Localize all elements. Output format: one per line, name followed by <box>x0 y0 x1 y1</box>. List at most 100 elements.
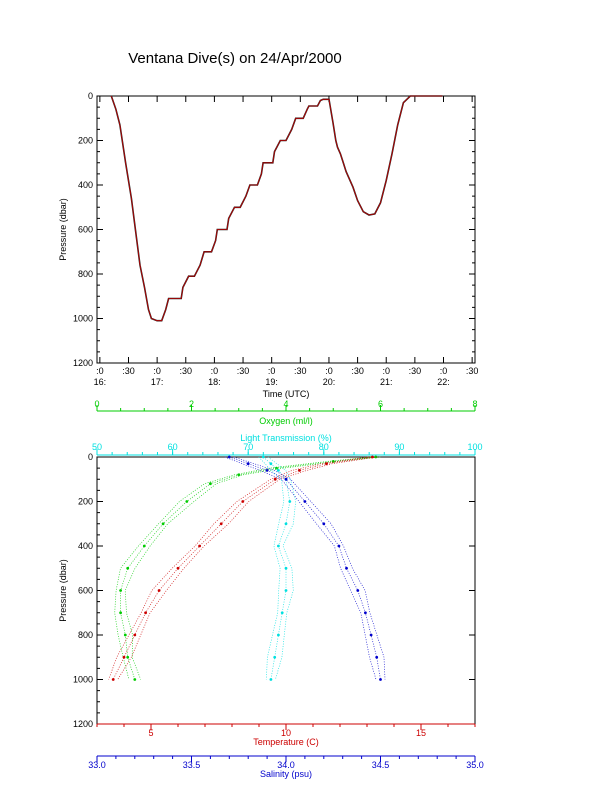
oxygen-tick-label: 4 <box>283 399 288 409</box>
salinity-profile-point <box>379 678 382 681</box>
bottom-y-tick-label: 1200 <box>73 719 93 729</box>
temperature-profile-point <box>122 655 126 659</box>
light_transmission-profile-trace <box>258 456 285 680</box>
top-x-tick-label: :0 <box>440 366 448 376</box>
oxygen-tick-label: 2 <box>189 399 194 409</box>
oxygen-axis-label: Oxygen (ml/l) <box>259 416 313 426</box>
salinity-profile-trace <box>233 456 386 680</box>
temperature-profile-point <box>157 589 161 592</box>
temperature-profile-point <box>298 469 301 472</box>
oxygen-profile-point <box>275 466 278 470</box>
light-transmission-tick-label: 50 <box>92 442 102 452</box>
light-transmission-tick-label: 70 <box>243 442 253 452</box>
pressure-time-line-red <box>110 95 443 322</box>
temperature-profile-point <box>325 462 328 466</box>
light_transmission-profile-point <box>288 500 292 503</box>
light_transmission-profile-trace <box>267 456 297 680</box>
light_transmission-profile-point <box>284 589 288 592</box>
temperature-tick-label: 15 <box>416 728 426 738</box>
top-x-tick-hour-label: 16: <box>94 377 107 387</box>
light-transmission-tick-label: 90 <box>394 442 404 452</box>
top-plot-frame <box>96 95 476 364</box>
temperature-axis-label: Temperature (C) <box>253 737 319 747</box>
salinity-tick-label: 35.0 <box>466 760 484 770</box>
salinity-profile-point <box>227 455 231 459</box>
oxygen-profile-point <box>142 544 146 548</box>
top-x-tick-label: :30 <box>351 366 364 376</box>
top-x-tick-hour-label: 22: <box>437 377 450 387</box>
salinity-profile-point <box>369 633 373 637</box>
oxygen-profile-point <box>119 589 122 592</box>
salinity-tick-label: 34.5 <box>372 760 390 770</box>
pressure-time-line <box>110 95 443 322</box>
top-x-tick-hour-label: 19: <box>265 377 278 387</box>
temperature-profile-point <box>144 611 148 615</box>
top-x-tick-hour-label: 21: <box>380 377 393 387</box>
temperature-profile-point <box>111 678 115 681</box>
salinity-profile-point <box>345 566 348 570</box>
oxygen-profile-point <box>126 566 130 570</box>
bottom-y-tick-label: 600 <box>78 586 93 596</box>
oxygen-profile-trace <box>114 456 372 680</box>
bottom-y-tick-label: 200 <box>78 497 93 507</box>
salinity-tick-label: 33.0 <box>88 760 106 770</box>
salinity-tick-label: 34.0 <box>277 760 295 770</box>
top-x-tick-hour-label: 20: <box>323 377 336 387</box>
light_transmission-profile-point <box>277 544 280 548</box>
oxygen-profile-point <box>133 678 137 681</box>
temperature-profile-trace <box>112 456 373 680</box>
salinity-profile-point <box>364 611 367 615</box>
temperature-tick-label: 10 <box>281 728 291 738</box>
light_transmission-profile-point <box>273 655 277 659</box>
salinity-profile-trace <box>224 456 377 680</box>
top-x-tick-label: :0 <box>153 366 161 376</box>
top-x-tick-label: :0 <box>325 366 333 376</box>
light_transmission-profile-point <box>284 566 288 570</box>
top-y-tick-label: 1200 <box>73 358 93 368</box>
salinity-profile-point <box>337 544 341 548</box>
top-x-tick-label: :30 <box>466 366 479 376</box>
bottom-y-axis-label: Pressure (dbar) <box>58 559 68 622</box>
temperature-profile-point <box>133 633 137 637</box>
salinity-profile-trace <box>229 456 381 680</box>
light_transmission-profile-point <box>269 462 273 466</box>
top-y-tick-label: 0 <box>88 91 93 101</box>
salinity-axis-label: Salinity (psu) <box>260 769 312 779</box>
oxygen-profile-point <box>185 500 189 503</box>
salinity-profile-point <box>284 477 288 481</box>
top-x-tick-label: :30 <box>294 366 307 376</box>
top-x-tick-label: :30 <box>409 366 422 376</box>
salinity-profile-point <box>375 655 379 659</box>
temperature-profile-trace <box>108 456 368 680</box>
top-y-tick-label: 600 <box>78 225 93 235</box>
bottom-y-tick-label: 0 <box>88 452 93 462</box>
top-y-tick-label: 200 <box>78 136 93 146</box>
salinity-profile-point <box>246 462 250 466</box>
salinity-profile-point <box>265 469 269 472</box>
temperature-profile-point <box>176 566 180 570</box>
salinity-profile-point <box>322 522 326 526</box>
light-transmission-tick-label: 80 <box>319 442 329 452</box>
light-transmission-tick-label: 100 <box>467 442 482 452</box>
top-x-tick-label: :30 <box>180 366 193 376</box>
temperature-profile-point <box>219 522 223 526</box>
top-x-tick-label: :0 <box>382 366 390 376</box>
oxygen-tick-label: 0 <box>94 399 99 409</box>
light-transmission-tick-label: 60 <box>168 442 178 452</box>
light_transmission-profile-point <box>280 611 284 615</box>
oxygen-profile-point <box>161 522 165 526</box>
oxygen-profile-point <box>126 655 130 659</box>
light_transmission-profile-point <box>277 633 280 637</box>
oxygen-profile-point <box>374 455 378 459</box>
temperature-tick-label: 5 <box>148 728 153 738</box>
top-y-axis-label: Pressure (dbar) <box>58 198 68 261</box>
top-x-tick-label: :0 <box>211 366 219 376</box>
salinity-profile-point <box>303 500 307 503</box>
oxygen-profile-trace <box>124 456 381 680</box>
salinity-profile-point <box>356 589 360 592</box>
oxygen-tick-label: 8 <box>472 399 477 409</box>
top-x-tick-label: :0 <box>268 366 276 376</box>
top-x-axis-label: Time (UTC) <box>263 389 310 399</box>
top-y-tick-label: 1000 <box>73 314 93 324</box>
